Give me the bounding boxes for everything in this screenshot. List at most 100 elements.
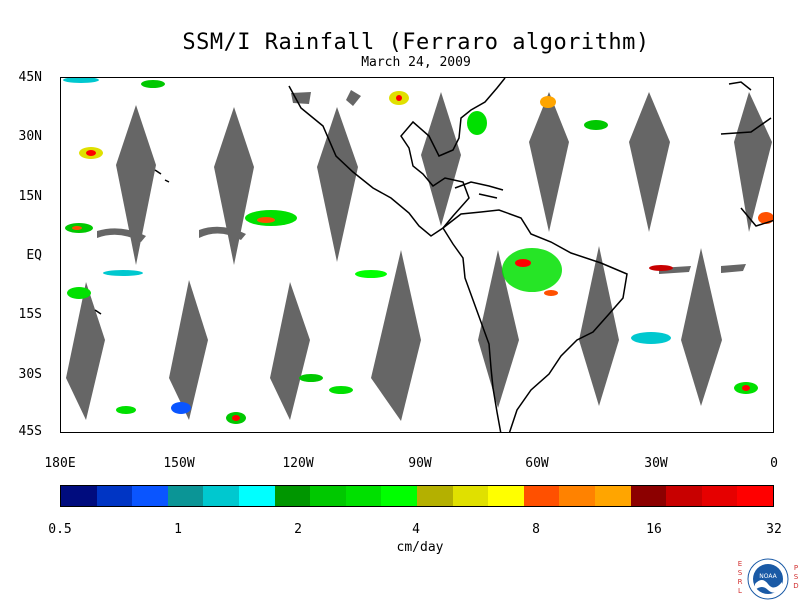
rain-cell bbox=[758, 212, 773, 224]
rain-cell bbox=[540, 96, 556, 108]
colorbar-units: cm/day bbox=[396, 540, 444, 555]
swath-gap bbox=[371, 250, 421, 421]
rain-cell bbox=[544, 290, 558, 296]
colorbar-tick-label: 0.5 bbox=[48, 522, 72, 537]
svg-text:NOAA: NOAA bbox=[759, 573, 777, 580]
rain-cell bbox=[67, 287, 91, 299]
lat-label-30s: 30S bbox=[18, 367, 42, 382]
swath-gap bbox=[317, 107, 358, 262]
swath-gap bbox=[529, 92, 569, 232]
swath-edge bbox=[721, 264, 746, 273]
rain-cell bbox=[103, 270, 143, 276]
lat-label-45n: 45N bbox=[18, 70, 42, 85]
rain-cell bbox=[631, 332, 671, 344]
coastlines bbox=[94, 78, 773, 432]
colorbar-tick-label: 8 bbox=[532, 522, 540, 537]
rain-cell bbox=[299, 374, 323, 382]
lon-label-30w: 30W bbox=[644, 456, 668, 471]
iberia-coast bbox=[728, 81, 752, 91]
rain-cell bbox=[502, 248, 562, 292]
swath-gap bbox=[214, 107, 254, 265]
swath-edge bbox=[97, 228, 146, 242]
lat-label-45s: 45S bbox=[18, 424, 42, 439]
map-date: March 24, 2009 bbox=[361, 55, 471, 70]
rain-cell bbox=[329, 386, 353, 394]
lat-label-15n: 15N bbox=[18, 189, 42, 204]
lon-label-90w: 90W bbox=[408, 456, 432, 471]
colorbar-swatch bbox=[203, 486, 239, 506]
hawaii-islands bbox=[154, 169, 170, 183]
lon-label-150w: 150W bbox=[163, 456, 195, 471]
colorbar-swatch bbox=[488, 486, 524, 506]
rain-cell bbox=[515, 259, 531, 267]
lat-label-15s: 15S bbox=[18, 307, 42, 322]
swath-gap bbox=[421, 92, 461, 226]
lat-label-eq: EQ bbox=[26, 248, 42, 263]
swath-gap bbox=[681, 248, 722, 406]
swath-gap bbox=[270, 282, 310, 420]
rain-cells bbox=[63, 78, 773, 424]
rain-cell bbox=[467, 111, 487, 135]
map-title: SSM/I Rainfall (Ferraro algorithm) bbox=[182, 30, 650, 55]
lon-label-0: 0 bbox=[770, 456, 778, 471]
colorbar-swatch bbox=[274, 486, 311, 506]
lon-label-60w: 60W bbox=[525, 456, 549, 471]
swath-gap bbox=[116, 105, 156, 265]
colorbar-swatch bbox=[416, 486, 453, 506]
africa-coast bbox=[720, 117, 773, 227]
colorbar-swatch bbox=[167, 486, 204, 506]
rain-cell bbox=[232, 415, 240, 421]
colorbar-swatch bbox=[61, 486, 97, 506]
caribbean-islands bbox=[454, 181, 504, 199]
rain-cell bbox=[171, 402, 191, 414]
colorbar-swatch bbox=[523, 486, 560, 506]
rainfall-colorbar bbox=[60, 485, 774, 507]
rainfall-map bbox=[60, 77, 774, 433]
rain-cell bbox=[355, 270, 387, 278]
colorbar-tick-label: 1 bbox=[174, 522, 182, 537]
rain-cell bbox=[649, 265, 673, 271]
south-america-east-coast bbox=[442, 209, 628, 432]
colorbar-swatch bbox=[666, 486, 702, 506]
rain-cell bbox=[257, 217, 275, 223]
colorbar-swatch bbox=[310, 486, 346, 506]
swath-gap bbox=[734, 92, 772, 232]
north-america-coast bbox=[288, 78, 506, 237]
rain-cell bbox=[63, 78, 99, 83]
colorbar-tick-label: 4 bbox=[412, 522, 420, 537]
data-gap-swaths bbox=[66, 90, 772, 421]
colorbar-swatch bbox=[132, 486, 168, 506]
rain-cell bbox=[86, 150, 96, 156]
rain-cell bbox=[72, 226, 82, 230]
colorbar-tick-label: 16 bbox=[646, 522, 662, 537]
swath-gap bbox=[478, 250, 519, 408]
rain-cell bbox=[396, 95, 402, 101]
colorbar-swatch bbox=[345, 486, 382, 506]
rain-cell bbox=[116, 406, 136, 414]
swath-gap bbox=[66, 282, 105, 420]
lon-label-180e: 180E bbox=[44, 456, 76, 471]
land-gap bbox=[291, 92, 311, 104]
swath-edge bbox=[199, 226, 246, 240]
rain-cell bbox=[742, 385, 750, 391]
colorbar-swatch bbox=[96, 486, 133, 506]
south-america-west-coast bbox=[442, 227, 502, 432]
lon-label-120w: 120W bbox=[282, 456, 314, 471]
lat-label-30n: 30N bbox=[18, 129, 42, 144]
colorbar-swatch bbox=[559, 486, 595, 506]
rain-cell bbox=[584, 120, 608, 130]
colorbar-tick-label: 32 bbox=[766, 522, 782, 537]
swath-gap bbox=[169, 280, 208, 420]
colorbar-swatch bbox=[238, 486, 275, 506]
colorbar-swatch bbox=[630, 486, 667, 506]
colorbar-tick-label: 2 bbox=[294, 522, 302, 537]
colorbar-swatch bbox=[452, 486, 489, 506]
pacific-islands bbox=[94, 309, 102, 315]
colorbar-swatch bbox=[701, 486, 738, 506]
colorbar-swatch bbox=[381, 486, 417, 506]
swath-gap bbox=[629, 92, 670, 232]
map-canvas bbox=[63, 78, 773, 432]
